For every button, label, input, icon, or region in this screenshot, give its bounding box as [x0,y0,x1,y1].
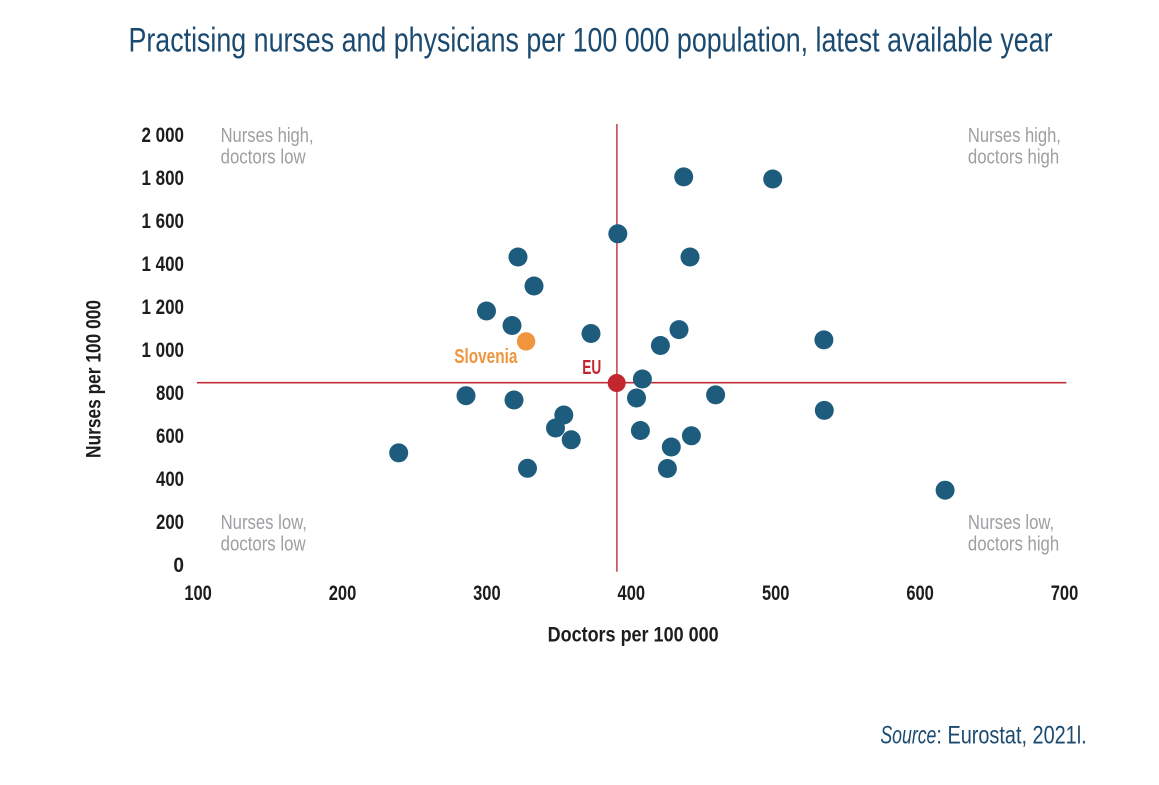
svg-text:Slovenia: Slovenia [454,345,518,368]
svg-text:300: 300 [473,582,501,605]
svg-text:Nurses per 100 000: Nurses per 100 000 [83,300,106,458]
svg-text:200: 200 [329,582,357,605]
svg-text:600: 600 [906,582,934,605]
svg-text:doctors low: doctors low [221,533,306,555]
svg-text:1 000: 1 000 [142,339,185,362]
svg-text:: Eurostat, 2021l.: : Eurostat, 2021l. [936,722,1086,750]
svg-text:Nurses low,: Nurses low, [968,512,1054,534]
svg-text:Nurses high,: Nurses high, [221,125,314,147]
svg-text:doctors high: doctors high [968,146,1059,168]
svg-text:Practising nurses and physicia: Practising nurses and physicians per 100… [129,22,1053,60]
svg-text:100: 100 [184,582,212,605]
svg-text:700: 700 [1051,582,1079,605]
svg-text:Nurses low,: Nurses low, [221,512,307,534]
svg-text:400: 400 [156,468,184,491]
svg-text:1 400: 1 400 [142,253,185,276]
svg-text:EU: EU [582,357,601,379]
svg-text:1 800: 1 800 [142,167,185,190]
svg-text:0: 0 [173,554,184,577]
svg-text:Doctors per 100 000: Doctors per 100 000 [548,623,719,646]
svg-text:doctors low: doctors low [221,146,306,168]
svg-text:Source: Source [880,722,936,750]
svg-text:Nurses high,: Nurses high, [968,125,1061,147]
svg-text:2 000: 2 000 [142,124,185,147]
svg-text:800: 800 [156,382,184,405]
svg-text:doctors high: doctors high [968,533,1059,555]
svg-text:1 200: 1 200 [142,296,185,319]
svg-text:500: 500 [762,582,790,605]
svg-text:1 600: 1 600 [142,210,185,233]
svg-text:400: 400 [618,582,646,605]
svg-text:600: 600 [156,425,184,448]
svg-text:200: 200 [156,511,184,534]
